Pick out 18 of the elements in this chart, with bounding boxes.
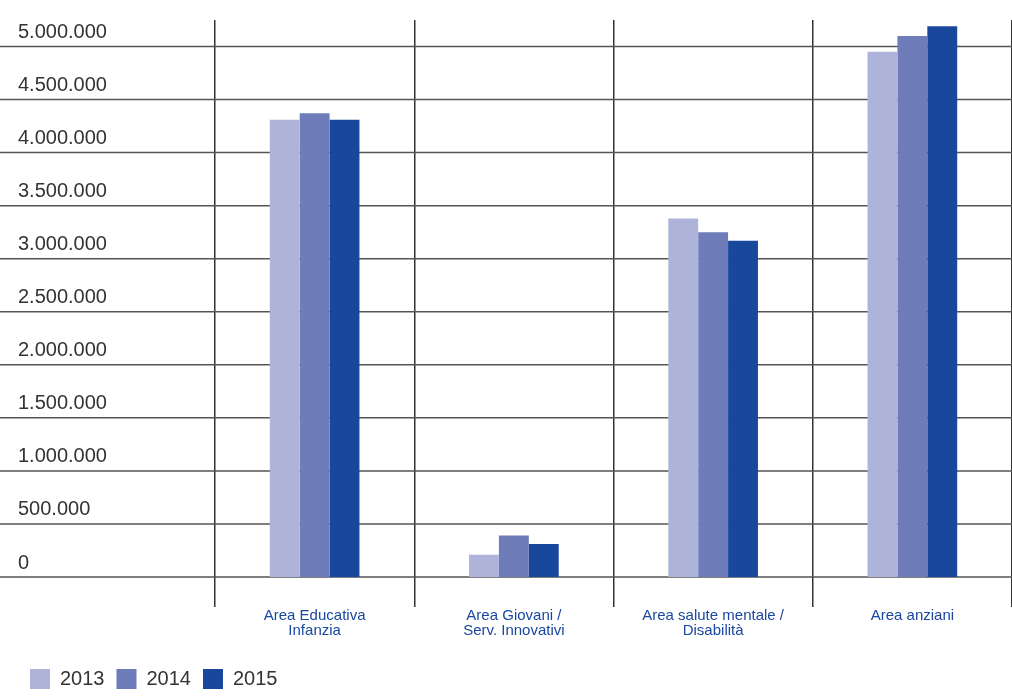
y-tick-label: 2.000.000 [18, 338, 107, 361]
legend-label: 2014 [146, 666, 191, 689]
y-tick-label: 0 [18, 550, 30, 573]
y-tick-label: 3.500.000 [18, 179, 107, 202]
legend-label: 2013 [60, 666, 105, 689]
y-tick-label: 5.000.000 [18, 20, 107, 43]
y-tick-label: 1.500.000 [18, 391, 107, 414]
y-tick-label: 1.000.000 [18, 444, 107, 467]
y-tick-label: 500.000 [18, 497, 91, 520]
x-tick-label: Area salute mentale / Disabilità [642, 606, 785, 638]
x-tick-label: Area Giovani / Serv. Innovativi [463, 606, 565, 638]
x-tick-label: Area anziani [870, 606, 955, 624]
legend-label: 2015 [232, 666, 278, 689]
y-tick-label: 2.500.000 [18, 285, 107, 308]
y-tick-label: 3.000.000 [18, 232, 107, 255]
y-tick-label: 4.000.000 [18, 126, 107, 149]
x-tick-label: Area Educativa Infanzia [263, 606, 367, 638]
y-tick-label: 4.500.000 [18, 73, 107, 96]
